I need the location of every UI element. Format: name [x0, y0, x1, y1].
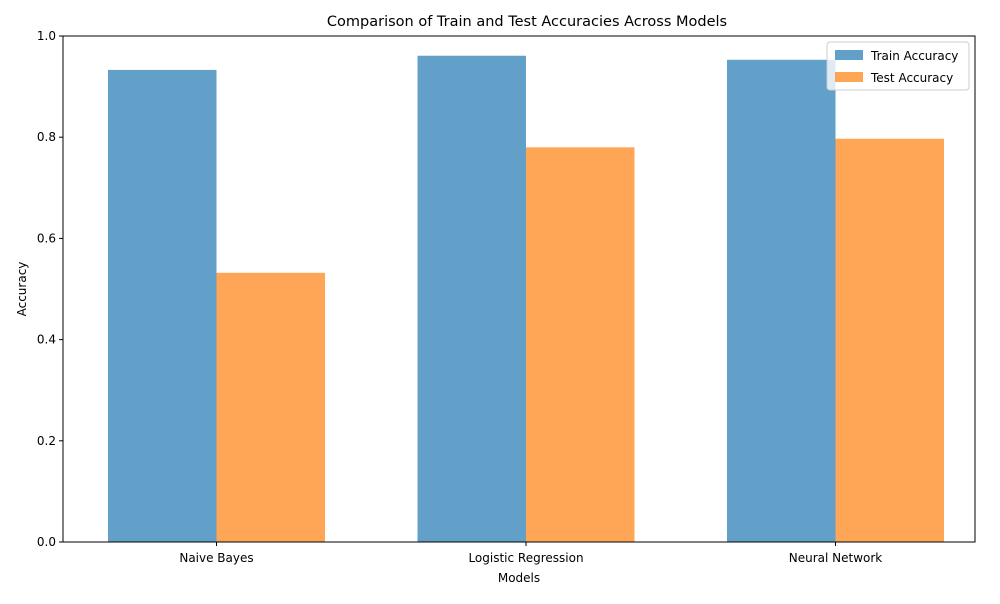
- chart-title: Comparison of Train and Test Accuracies …: [327, 14, 727, 30]
- legend-label-0: Train Accuracy: [870, 49, 958, 63]
- legend-label-1: Test Accuracy: [870, 71, 953, 85]
- y-tick-label: 0.0: [37, 535, 56, 549]
- y-axis: 0.0 0.2 0.4 0.6 0.8 1.0: [37, 29, 63, 549]
- plot-frame: [62, 35, 976, 543]
- bar-train-accuracy-1: [417, 55, 526, 542]
- y-tick-label: 0.6: [37, 231, 56, 245]
- y-tick-label: 0.4: [37, 333, 56, 347]
- x-axis-label: Models: [498, 571, 540, 585]
- y-tick-label: 0.2: [37, 434, 56, 448]
- x-axis: Naive Bayes Logistic Regression Neural Net…: [179, 542, 882, 565]
- legend-swatch-0: [835, 50, 863, 60]
- bars-layer: [108, 55, 944, 542]
- x-tick-label: Naive Bayes: [179, 551, 253, 565]
- y-tick-label: 1.0: [37, 29, 56, 43]
- x-tick-label: Logistic Regression: [468, 551, 583, 565]
- bar-train-accuracy-0: [108, 69, 217, 542]
- y-axis-label: Accuracy: [15, 262, 29, 317]
- legend-swatch-1: [835, 72, 863, 82]
- bar-test-accuracy-1: [526, 147, 635, 542]
- bar-test-accuracy-2: [835, 138, 944, 542]
- bar-train-accuracy-2: [727, 59, 836, 542]
- legend: Train Accuracy Test Accuracy: [826, 41, 970, 91]
- x-tick-label: Neural Network: [789, 551, 883, 565]
- y-tick-label: 0.8: [37, 130, 56, 144]
- bar-test-accuracy-0: [216, 272, 325, 542]
